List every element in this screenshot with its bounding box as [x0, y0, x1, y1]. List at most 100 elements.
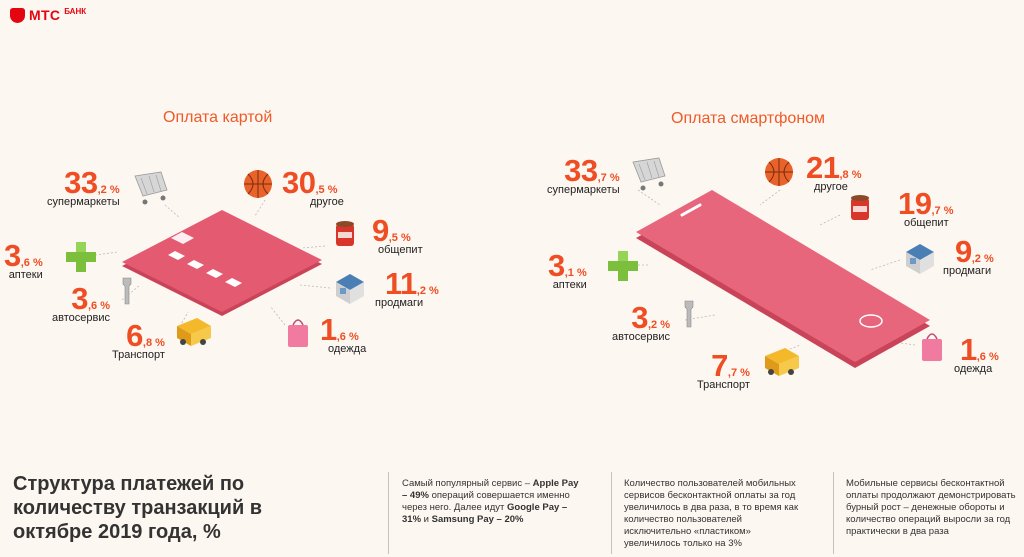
- card-value-other: 30,5 % другое: [282, 167, 344, 208]
- pharmacy-cross-icon: [66, 242, 96, 272]
- value-label: общепит: [904, 217, 949, 229]
- card-value-supermarkets: 33,2 % супермаркеты: [47, 167, 120, 208]
- phone-value-pharmacy: 3,1 % аптеки: [548, 250, 587, 291]
- card-value-catering: 9,5 % общепит: [372, 215, 423, 256]
- coffee-cup-icon: [851, 195, 869, 220]
- value-int: 3: [71, 281, 88, 316]
- value-label: супермаркеты: [547, 184, 620, 196]
- value-label: одежда: [328, 343, 367, 355]
- value-int: 3: [631, 300, 648, 335]
- pharmacy-cross-icon: [608, 251, 638, 281]
- truck-icon: [177, 318, 211, 346]
- wrench-icon: [684, 300, 694, 328]
- value-dec: ,2 %: [97, 184, 120, 196]
- value-label: другое: [310, 196, 344, 208]
- shopping-cart-icon: [134, 171, 168, 205]
- value-label: общепит: [378, 244, 423, 256]
- value-int: 30: [282, 165, 316, 200]
- value-int: 21: [806, 150, 840, 185]
- value-int: 6: [126, 318, 143, 353]
- phone-value-catering: 19,7 % общепит: [898, 188, 954, 229]
- value-dec: ,2 %: [416, 285, 439, 297]
- note-text: операций совершается именно через него. …: [402, 490, 570, 513]
- value-int: 3: [548, 248, 565, 283]
- phone-value-other: 21,8 % другое: [806, 152, 862, 193]
- value-int: 9: [955, 234, 972, 269]
- shop-icon: [906, 244, 934, 274]
- basketball-icon: [244, 170, 272, 198]
- value-label: продмаги: [943, 265, 992, 277]
- logo-sub: БАНК: [64, 6, 87, 16]
- illustration: [66, 157, 942, 376]
- note-highlight: Samsung Pay – 20%: [431, 514, 524, 525]
- mts-bank-logo: МТС БАНК: [10, 7, 86, 23]
- card-value-clothing: 1,6 % одежда: [320, 314, 366, 355]
- truck-icon: [765, 348, 799, 376]
- divider: [833, 472, 834, 554]
- value-int: 9: [372, 213, 389, 248]
- shop-icon: [336, 274, 364, 304]
- card-value-pharmacy: 3,6 % аптеки: [4, 240, 43, 281]
- value-label: аптеки: [8, 269, 43, 281]
- card-panel-title: Оплата картой: [163, 109, 273, 126]
- note-apple-pay: Самый популярный сервис – Apple Pay – 49…: [402, 478, 582, 526]
- phone-value-autoservice: 3,2 % автосервис: [612, 302, 670, 343]
- card-value-transport: 6,8 % Транспорт: [112, 320, 165, 361]
- value-dec: ,5 %: [315, 184, 338, 196]
- value-dec: ,6 %: [20, 257, 43, 269]
- value-dec: ,7 %: [597, 172, 620, 184]
- value-dec: ,6 %: [976, 351, 999, 363]
- value-int: 1: [320, 312, 337, 347]
- value-dec: ,8 %: [839, 169, 862, 181]
- value-dec: ,2 %: [971, 253, 994, 265]
- value-int: 11: [385, 266, 417, 301]
- value-dec: ,5 %: [388, 232, 411, 244]
- note-users-growth: Количество пользователей мобильных серви…: [624, 478, 799, 549]
- logo-text: МТС: [29, 7, 61, 23]
- phone-value-transport: 7,7 % Транспорт: [697, 350, 750, 391]
- value-label: другое: [814, 181, 848, 193]
- note-text: и: [421, 514, 432, 525]
- phone-value-supermarkets: 33,7 % супермаркеты: [547, 155, 620, 196]
- note-highlight: Google Pay – 31%: [402, 502, 568, 525]
- value-int: 19: [898, 186, 932, 221]
- divider: [388, 472, 389, 554]
- value-label: автосервис: [612, 331, 670, 343]
- mts-egg-icon: [10, 7, 25, 23]
- shopping-bag-icon: [922, 333, 942, 361]
- shopping-bag-icon: [288, 319, 308, 347]
- phone-value-clothing: 1,6 % одежда: [954, 332, 999, 375]
- value-dec: ,7 %: [727, 367, 750, 379]
- coffee-cup-icon: [336, 221, 354, 246]
- value-int: 7: [711, 348, 728, 383]
- value-label: Транспорт: [697, 379, 750, 391]
- smartphone: [636, 190, 930, 368]
- value-dec: ,7 %: [931, 205, 954, 217]
- divider: [611, 472, 612, 554]
- value-label: Транспорт: [112, 349, 165, 361]
- value-int: 3: [4, 238, 21, 273]
- card-value-grocery: 11,2 % продмаги: [375, 266, 439, 309]
- note-highlight: Apple Pay – 49%: [402, 478, 579, 501]
- main-title: Структура платежей по количеству транзак…: [13, 473, 263, 543]
- value-label: продмаги: [375, 297, 424, 309]
- value-int: 33: [64, 165, 98, 200]
- value-int: 33: [564, 153, 598, 188]
- shopping-cart-icon: [632, 157, 666, 191]
- value-label: одежда: [954, 363, 993, 375]
- note-mobile-growth: Мобильные сервисы бесконтактной оплаты п…: [846, 478, 1016, 537]
- card-value-autoservice: 3,6 % автосервис: [52, 283, 110, 324]
- basketball-icon: [765, 158, 793, 186]
- phone-value-grocery: 9,2 % продмаги: [943, 234, 994, 277]
- value-int: 1: [960, 332, 977, 367]
- bank-card: [122, 210, 322, 316]
- wrench-icon: [122, 277, 132, 305]
- value-dec: ,6 %: [87, 300, 110, 312]
- value-dec: ,6 %: [336, 331, 359, 343]
- value-dec: ,2 %: [647, 319, 670, 331]
- value-label: аптеки: [552, 279, 587, 291]
- value-label: автосервис: [52, 312, 110, 324]
- value-label: супермаркеты: [47, 196, 120, 208]
- note-text: Самый популярный сервис –: [402, 478, 533, 489]
- value-dec: ,1 %: [564, 267, 587, 279]
